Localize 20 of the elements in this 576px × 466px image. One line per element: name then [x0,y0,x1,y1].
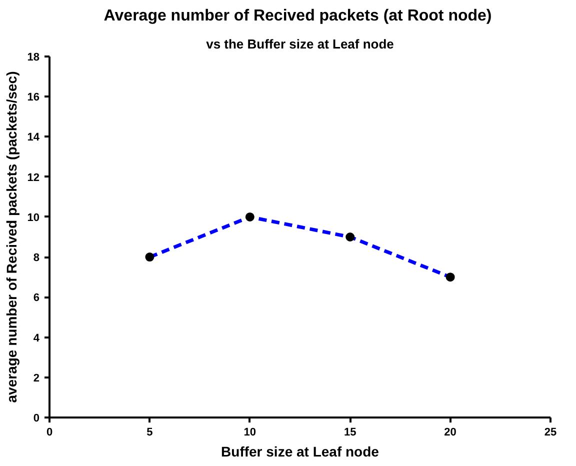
x-tick-label: 15 [344,426,356,438]
y-tick-label: 8 [33,252,40,264]
y-tick-label: 2 [33,372,40,384]
chart-title: Average number of Recived packets (at Root node) [104,8,492,24]
y-tick-label: 18 [27,52,40,64]
x-tick-label: 20 [444,426,456,438]
x-tick-label: 5 [146,426,153,438]
x-axis-title: Buffer size at Leaf node [221,444,380,460]
y-tick-label: 4 [33,332,40,344]
chart-subtitle: vs the Buffer size at Leaf node [206,36,394,52]
y-axis-title: average number of Recived packets (packets/sec) [3,71,20,403]
y-tick-label: 0 [33,412,40,424]
x-tick-label: 0 [46,426,53,438]
y-tick-label: 12 [27,172,40,184]
y-tick-label: 14 [27,132,40,144]
x-tick-label: 10 [244,426,256,438]
y-tick-label: 10 [27,212,40,224]
y-tick-label: 16 [27,92,40,104]
y-tick-label: 6 [33,292,40,304]
x-tick-label: 25 [544,426,557,438]
